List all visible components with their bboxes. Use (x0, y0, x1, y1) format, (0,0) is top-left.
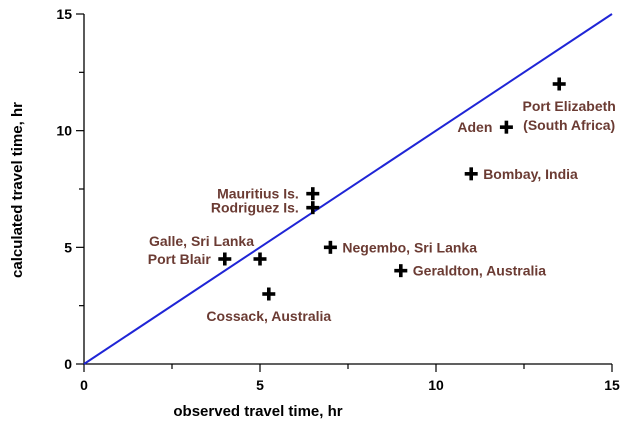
data-point-label: Rodriguez Is. (211, 200, 299, 216)
one-to-one-line (84, 14, 612, 364)
data-point-marker (553, 78, 566, 91)
x-tick-label: 10 (428, 377, 444, 393)
y-tick-label: 15 (56, 6, 72, 22)
data-point-marker (306, 187, 319, 200)
data-point-label: Port Elizabeth (South Africa) (523, 98, 616, 133)
x-axis-title: observed travel time, hr (173, 403, 342, 420)
data-point-label: Bombay, India (483, 166, 578, 182)
y-tick-label: 0 (64, 356, 72, 372)
y-tick-label: 5 (64, 239, 72, 255)
plot-area: 0 5 10 15 0 5 10 15 Port Elizabeth (South Africa)… (56, 6, 620, 393)
data-point-marker (218, 253, 231, 266)
data-point-label: Negembo, Sri Lanka (342, 239, 477, 255)
y-axis-title: calculated travel time, hr (9, 102, 26, 278)
y-tick-label: 10 (56, 123, 72, 139)
x-tick-label: 15 (604, 377, 620, 393)
data-point-marker (262, 288, 275, 301)
data-point-label: Aden (457, 119, 492, 135)
x-tick-label: 5 (256, 377, 264, 393)
data-point-label: Galle, Sri Lanka (149, 233, 254, 249)
data-point-label: Cossack, Australia (206, 308, 331, 324)
data-point-marker (500, 121, 513, 134)
data-point-marker (254, 253, 267, 266)
data-point-marker (465, 167, 478, 180)
data-point-marker (394, 264, 407, 277)
data-point-label: Geraldton, Australia (413, 263, 547, 279)
data-point-label: Port Blair (148, 251, 212, 267)
x-tick-label: 0 (80, 377, 88, 393)
data-point-marker (306, 201, 319, 214)
data-point-marker (324, 241, 337, 254)
